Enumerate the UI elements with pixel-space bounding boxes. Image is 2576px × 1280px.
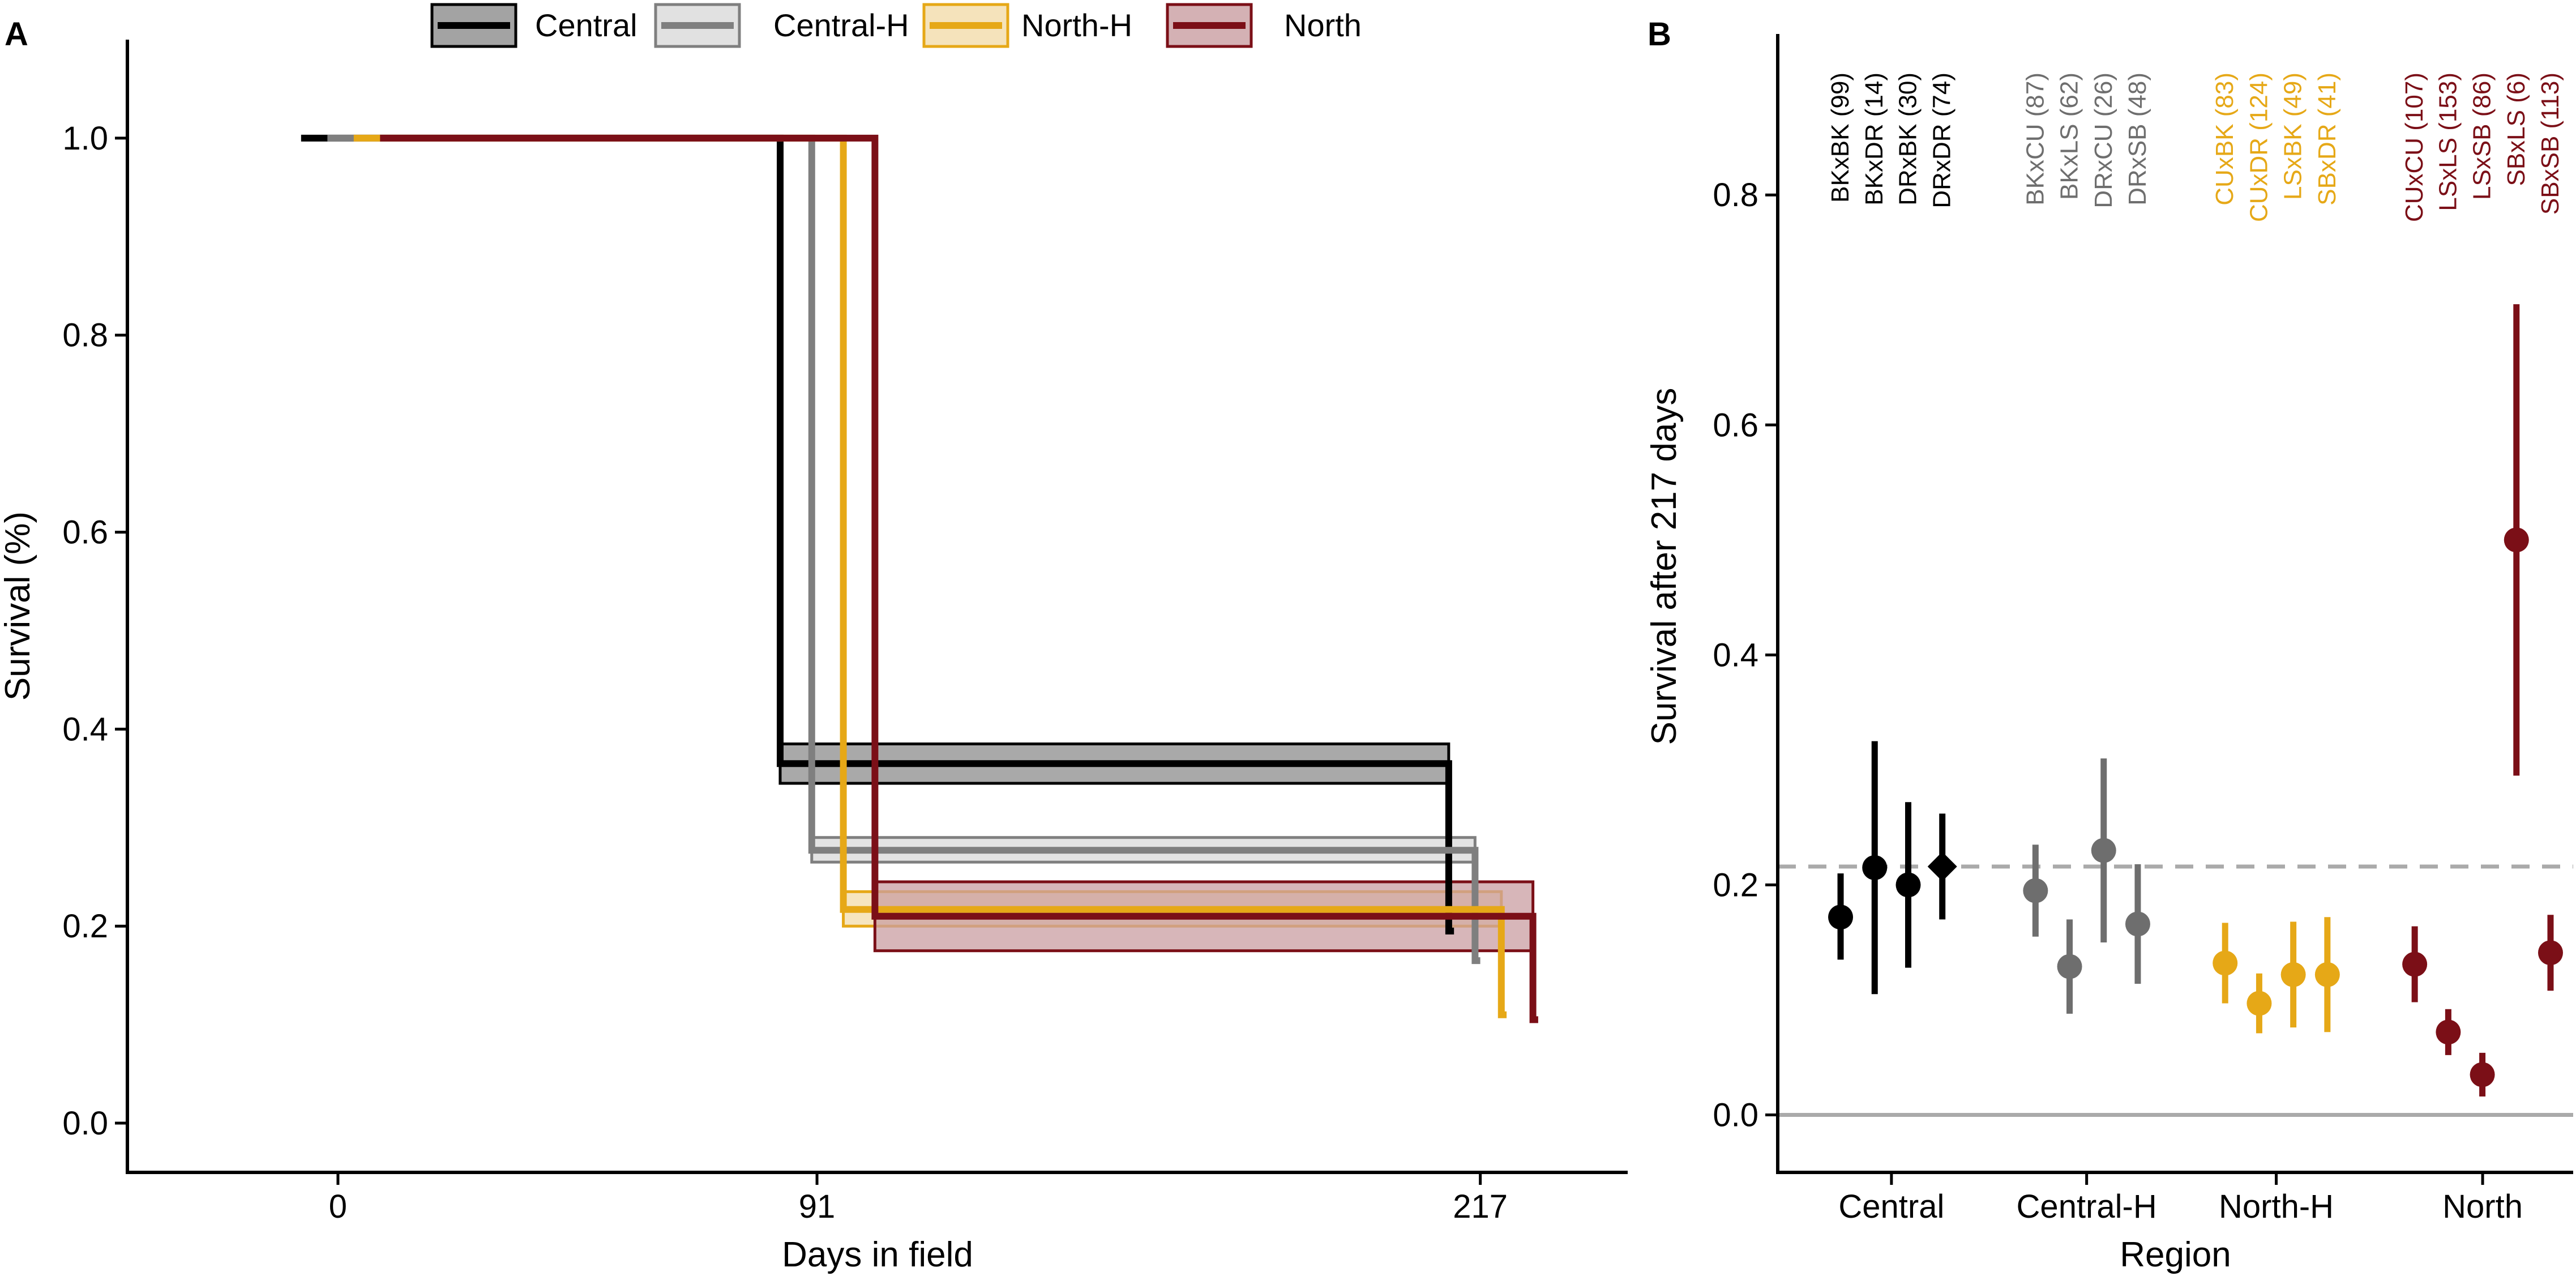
point-sbxls-6 <box>2504 527 2529 553</box>
point-drxsb-48 <box>2125 911 2150 937</box>
legend-label-central-h: Central-H <box>773 7 909 43</box>
point-label-cuxbk-83: CUxBK (83) <box>2211 72 2239 206</box>
legend-label-north: North <box>1284 7 1362 43</box>
y-tick-label: 0.2 <box>62 908 108 945</box>
point-label-drxdr-74: DRxDR (74) <box>1928 72 1956 208</box>
point-label-sbxdr-41: SBxDR (41) <box>2313 72 2341 206</box>
y-axis-title: Survival (%) <box>0 511 37 701</box>
point-label-cuxdr-124: CUxDR (124) <box>2245 72 2273 222</box>
point-lsxbk-49 <box>2280 962 2306 987</box>
point-label-cuxcu-107: CUxCU (107) <box>2400 72 2428 222</box>
point-bkxcu-87 <box>2023 878 2048 903</box>
point-label-bkxbk-99: BKxBK (99) <box>1826 72 1854 203</box>
x-tick-label: 91 <box>799 1188 836 1225</box>
y-tick-label: 0.8 <box>62 317 108 354</box>
point-cuxcu-107 <box>2402 952 2428 977</box>
survival-curve-north <box>380 134 1538 1023</box>
point-drxbk-30 <box>1895 872 1921 898</box>
panel-a-label: A <box>5 16 28 53</box>
point-lsxsb-86 <box>2470 1062 2495 1087</box>
point-label-sbxsb-113: SBxSB (113) <box>2536 72 2564 215</box>
y-tick-label: 1.0 <box>62 120 108 157</box>
y-tick-label: 0.0 <box>1713 1096 1758 1133</box>
point-label-bkxdr-14: BKxDR (14) <box>1860 72 1888 206</box>
point-label-drxbk-30: DRxBK (30) <box>1894 72 1922 206</box>
y-axis-title: Survival after 217 days <box>1645 388 1684 745</box>
point-bkxbk-99 <box>1828 904 1854 930</box>
y-tick-label: 0.6 <box>1713 407 1758 443</box>
x-axis-title: Days in field <box>782 1235 973 1274</box>
point-drxdr-74 <box>1927 851 1957 881</box>
y-tick-label: 0.4 <box>62 711 108 748</box>
y-tick-label: 0.8 <box>1713 177 1758 214</box>
legend-label-north-h: North-H <box>1021 7 1132 43</box>
y-tick-label: 0.6 <box>62 514 108 551</box>
point-sbxdr-41 <box>2314 962 2340 987</box>
point-cuxdr-124 <box>2246 991 2272 1016</box>
point-cuxbk-83 <box>2213 950 2238 976</box>
panel-b-survival-estimates: B BKxBK (99) BKxDR (14) DRxBK (30) DRxDR (74… <box>1645 16 2573 1274</box>
x-tick-label: 217 <box>1453 1188 1508 1225</box>
group-label-central-h: Central-H <box>2017 1188 2157 1225</box>
point-label-lsxls-153: LSxLS (153) <box>2434 72 2462 211</box>
legend-label-central: Central <box>535 7 637 43</box>
x-tick-label: 0 <box>329 1188 347 1225</box>
group-label-north-h: North-H <box>2219 1188 2334 1225</box>
panel-b-label: B <box>1648 16 1671 53</box>
point-label-drxcu-26: DRxCU (26) <box>2090 72 2117 208</box>
point-label-bkxls-62: BKxLS (62) <box>2056 72 2083 200</box>
point-sbxsb-113 <box>2538 940 2563 966</box>
point-bkxls-62 <box>2057 954 2082 979</box>
point-label-bkxcu-87: BKxCU (87) <box>2021 72 2049 206</box>
y-tick-label: 0.2 <box>1713 867 1758 903</box>
point-drxcu-26 <box>2091 838 2116 863</box>
point-label-sbxls-6: SBxLS (6) <box>2502 72 2530 186</box>
group-label-north: North <box>2442 1188 2523 1225</box>
point-label-drxsb-48: DRxSB (48) <box>2124 72 2151 206</box>
group-label-central: Central <box>1838 1188 1944 1225</box>
y-tick-label: 0.0 <box>62 1105 108 1142</box>
panel-a-survival-curves: A 0.0 0.2 0.4 0.6 0.8 1.0 0 91 217 Days in field Su… <box>0 3 1628 1274</box>
x-axis-title: Region <box>2120 1235 2231 1274</box>
point-label-lsxsb-86: LSxSB (86) <box>2468 72 2496 200</box>
point-label-lsxbk-49: LSxBK (49) <box>2279 72 2307 200</box>
y-tick-label: 0.4 <box>1713 637 1758 673</box>
point-lsxls-153 <box>2436 1019 2461 1045</box>
point-bkxdr-14 <box>1862 855 1888 880</box>
